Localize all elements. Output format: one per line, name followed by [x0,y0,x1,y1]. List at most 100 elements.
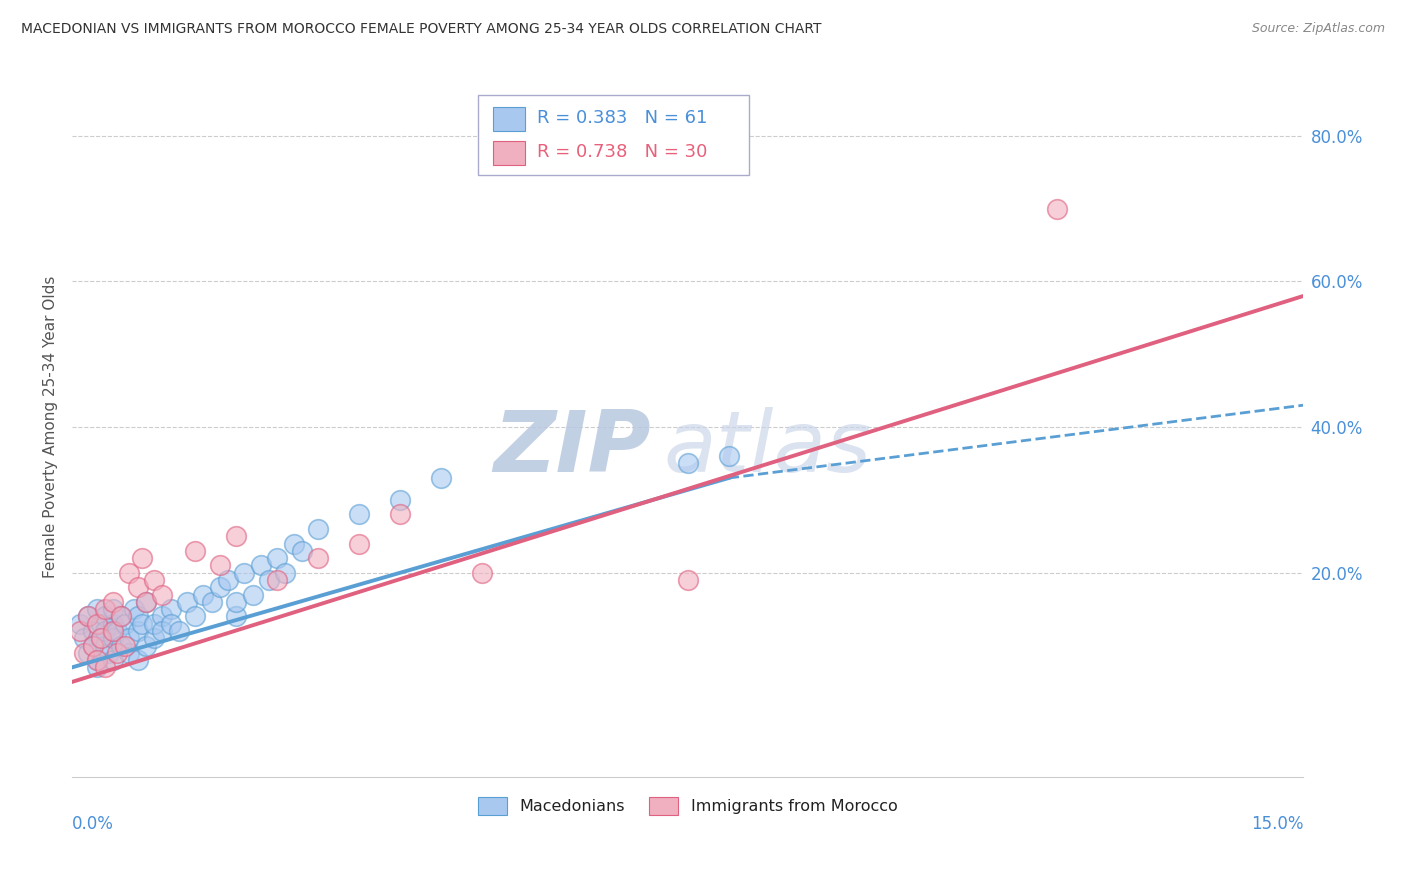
Point [349,508,371,522]
Point [101,595,124,609]
Point [101,632,124,646]
Point [150,624,173,638]
Point [184,544,207,558]
Point [193,588,215,602]
Point [184,609,207,624]
Point [717,449,740,463]
Point [127,609,149,624]
Point [86,616,108,631]
Point [110,609,132,624]
Point [266,573,288,587]
Point [257,573,280,587]
Point [86,653,108,667]
Point [105,624,128,638]
Point [266,551,288,566]
Point [1046,202,1069,216]
Point [118,646,141,660]
Point [127,624,149,638]
Point [217,573,239,587]
Point [150,588,173,602]
Point [101,624,124,638]
Bar [494,141,526,165]
Point [225,609,247,624]
Point [82,624,104,638]
Point [77,609,100,624]
Text: MACEDONIAN VS IMMIGRANTS FROM MOROCCO FEMALE POVERTY AMONG 25-34 YEAR OLDS CORRE: MACEDONIAN VS IMMIGRANTS FROM MOROCCO FE… [21,22,821,37]
Point [225,529,247,543]
Point [127,653,149,667]
Text: 15.0%: 15.0% [1251,815,1303,833]
Point [676,573,699,587]
Text: R = 0.738   N = 30: R = 0.738 N = 30 [537,144,707,161]
Point [77,609,100,624]
Point [105,646,128,660]
Point [135,595,157,609]
Point [307,522,329,536]
Point [225,595,247,609]
Point [94,624,117,638]
Point [114,639,136,653]
Point [150,609,173,624]
Point [90,632,112,646]
Legend: Macedonians, Immigrants from Morocco: Macedonians, Immigrants from Morocco [471,791,904,821]
Point [94,609,117,624]
Point [283,536,305,550]
Text: atlas: atlas [664,407,872,490]
Text: ZIP: ZIP [494,407,651,490]
Point [90,616,112,631]
Point [208,580,231,594]
Text: 0.0%: 0.0% [72,815,114,833]
Point [389,492,412,507]
Point [101,616,124,631]
Point [82,639,104,653]
Point [349,536,371,550]
Y-axis label: Female Poverty Among 25-34 Year Olds: Female Poverty Among 25-34 Year Olds [44,276,58,578]
Point [86,602,108,616]
Point [94,660,117,674]
Bar [494,107,526,130]
Point [200,595,222,609]
Point [86,660,108,674]
Point [97,646,120,660]
Point [208,558,231,573]
Point [167,624,190,638]
Text: R = 0.383   N = 61: R = 0.383 N = 61 [537,109,707,127]
Point [77,646,100,660]
Point [101,602,124,616]
Point [159,602,181,616]
Point [69,616,91,631]
Point [94,639,117,653]
Point [110,609,132,624]
Point [94,602,117,616]
Point [389,508,412,522]
Point [135,639,157,653]
Point [118,566,141,580]
Point [135,595,157,609]
Point [73,632,96,646]
Point [69,624,91,638]
Point [118,632,141,646]
Point [114,616,136,631]
Point [86,653,108,667]
Point [242,588,264,602]
Point [233,566,256,580]
Point [430,471,453,485]
Point [82,639,104,653]
Point [131,616,153,631]
Point [73,646,96,660]
Point [471,566,494,580]
Point [250,558,273,573]
Point [274,566,297,580]
Point [143,573,166,587]
Point [110,639,132,653]
Point [101,653,124,667]
Point [90,632,112,646]
Point [143,616,166,631]
Point [127,580,149,594]
Point [676,457,699,471]
Point [122,602,145,616]
Point [159,616,181,631]
Text: Source: ZipAtlas.com: Source: ZipAtlas.com [1251,22,1385,36]
Bar [478,95,749,176]
Point [307,551,329,566]
